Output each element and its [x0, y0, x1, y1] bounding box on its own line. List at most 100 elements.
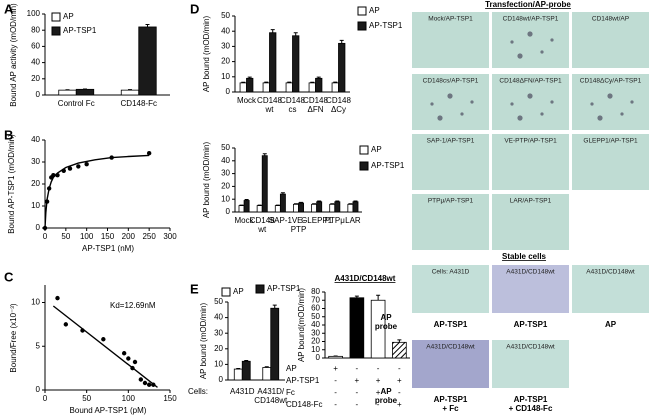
y-tick-label: 0 [219, 375, 224, 384]
error-bar [354, 295, 359, 298]
y-tick-label: 10 [221, 72, 230, 81]
y-axis-label: AP bound (mOD/min) [202, 142, 211, 219]
y-tick-label: 40 [31, 135, 40, 144]
bar [274, 205, 281, 213]
y-tick-label: 80 [311, 287, 320, 296]
point [121, 351, 127, 356]
x-axis-label: AP-TSP1 (nM) [82, 244, 134, 253]
stain [460, 112, 464, 116]
error-bar [317, 200, 322, 202]
bar [256, 205, 263, 213]
fit-line [52, 305, 158, 388]
y-tick-label: 0 [316, 353, 321, 362]
panel-letter: A [4, 1, 14, 16]
micrograph [572, 12, 649, 68]
y-tick-label: 40 [221, 156, 230, 165]
y-tick-label: 10 [31, 298, 40, 307]
bar [233, 368, 243, 381]
y-axis-label: AP bound(mOD/min) [297, 288, 306, 362]
point [130, 365, 135, 371]
y-tick-label: 5 [36, 341, 41, 350]
point [109, 155, 114, 160]
x-tick-label: 0 [43, 232, 48, 241]
y-tick-label: 40 [31, 58, 40, 67]
legend-label: AP-TSP1 [369, 21, 403, 30]
y-tick-label: 20 [311, 337, 320, 346]
stain [527, 31, 533, 37]
stain [550, 100, 554, 104]
condition-mark: - [334, 388, 337, 397]
y-tick-label: 10 [311, 345, 320, 354]
tile-caption: AP [605, 320, 617, 329]
y-tick-label: 100 [27, 9, 41, 18]
y-tick-label: 50 [221, 143, 230, 152]
point [84, 162, 89, 167]
condition-label: Fc [286, 388, 295, 397]
micrograph [492, 265, 569, 313]
bar [334, 201, 341, 213]
stain [540, 50, 544, 54]
x-tick-label: LAR [345, 216, 361, 225]
stain [517, 115, 523, 121]
tile-label: LAR/AP-TSP1 [510, 198, 552, 205]
legend-swatch [221, 287, 231, 297]
bar [75, 88, 95, 96]
error-bar [236, 367, 241, 370]
y-tick-label: 20 [221, 57, 230, 66]
stain [510, 40, 514, 44]
condition-label: CD148-Fc [286, 400, 322, 409]
tile-label: SAP-1/AP-TSP1 [427, 138, 475, 145]
point [138, 377, 144, 382]
tile-label: GLEPP1/AP-TSP1 [583, 138, 638, 145]
y-axis-label: AP bound (mOD/min) [199, 303, 208, 380]
error-bar [293, 32, 298, 36]
error-bar [293, 203, 298, 205]
bar [285, 82, 293, 93]
condition-mark: + [333, 364, 338, 373]
row-label: AP probe [375, 387, 398, 405]
stain [607, 93, 613, 99]
condition-mark: - [377, 400, 380, 409]
bar [120, 89, 140, 96]
legend-swatch [357, 21, 367, 31]
bar [292, 35, 300, 93]
x-tick-label: VE-PTP [291, 216, 307, 234]
micrograph [572, 74, 649, 130]
point [63, 322, 69, 327]
condition-mark: - [356, 388, 359, 397]
condition-mark: + [376, 388, 381, 397]
y-tick-label: 20 [31, 179, 40, 188]
stain [447, 93, 453, 99]
stain [510, 102, 514, 106]
point [44, 199, 50, 204]
stain [527, 93, 533, 99]
error-bar [348, 203, 353, 205]
condition-mark: - [334, 376, 337, 385]
x-tick-label: 0 [43, 394, 48, 403]
panel-letter: B [4, 127, 13, 142]
x-tick-label: SAP-1 [269, 216, 293, 225]
y-tick-label: 40 [311, 320, 320, 329]
micrograph [412, 194, 489, 250]
y-tick-label: 20 [214, 344, 223, 353]
micrograph [492, 340, 569, 388]
x-tick-label: CD148 ΔCy [326, 96, 351, 114]
legend-swatch [359, 145, 369, 155]
y-tick-label: 20 [221, 182, 230, 191]
error-bar [339, 39, 344, 44]
bar [338, 42, 346, 93]
bar [262, 367, 272, 381]
bar [279, 193, 286, 213]
point [142, 380, 148, 386]
bar [238, 205, 245, 213]
error-bar [287, 81, 292, 83]
error-bar [312, 203, 317, 205]
annotation: Kd=12.69nM [110, 301, 156, 310]
bar [352, 201, 359, 213]
point [67, 166, 73, 171]
error-bar [280, 192, 285, 195]
x-tick-label: CD148 wt [250, 216, 275, 234]
x-tick-label: GLEPP1 [301, 216, 333, 225]
tile-label: A431D/CD148wt [586, 269, 635, 276]
